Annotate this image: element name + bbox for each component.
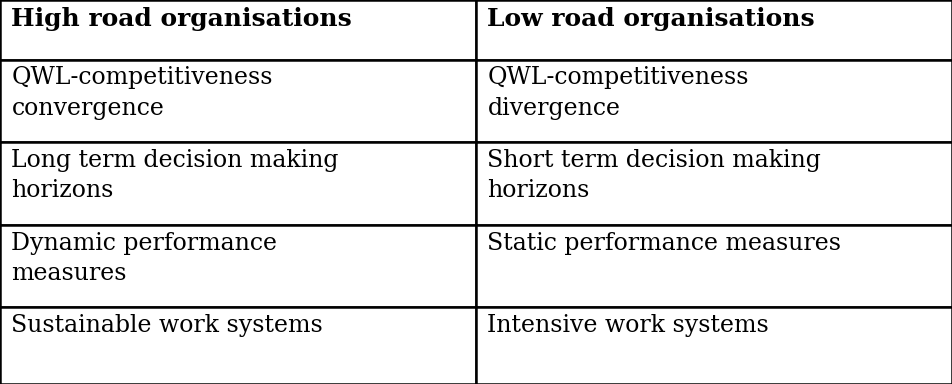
Bar xyxy=(476,0,952,60)
Text: Static performance measures: Static performance measures xyxy=(487,232,842,255)
Text: Short term decision making
horizons: Short term decision making horizons xyxy=(487,149,822,202)
Text: Low road organisations: Low road organisations xyxy=(487,7,815,31)
Text: QWL-competitiveness
convergence: QWL-competitiveness convergence xyxy=(11,66,273,120)
Text: High road organisations: High road organisations xyxy=(11,7,352,31)
Text: QWL-competitiveness
divergence: QWL-competitiveness divergence xyxy=(487,66,749,120)
Text: Dynamic performance
measures: Dynamic performance measures xyxy=(11,232,277,285)
Bar xyxy=(0,60,476,142)
Bar xyxy=(476,142,952,225)
Bar xyxy=(0,307,476,384)
Bar xyxy=(476,307,952,384)
Bar xyxy=(476,225,952,307)
Bar xyxy=(476,60,952,142)
Text: Intensive work systems: Intensive work systems xyxy=(487,314,769,337)
Bar xyxy=(0,225,476,307)
Bar xyxy=(0,0,476,60)
Bar xyxy=(0,142,476,225)
Text: Long term decision making
horizons: Long term decision making horizons xyxy=(11,149,339,202)
Text: Sustainable work systems: Sustainable work systems xyxy=(11,314,323,337)
